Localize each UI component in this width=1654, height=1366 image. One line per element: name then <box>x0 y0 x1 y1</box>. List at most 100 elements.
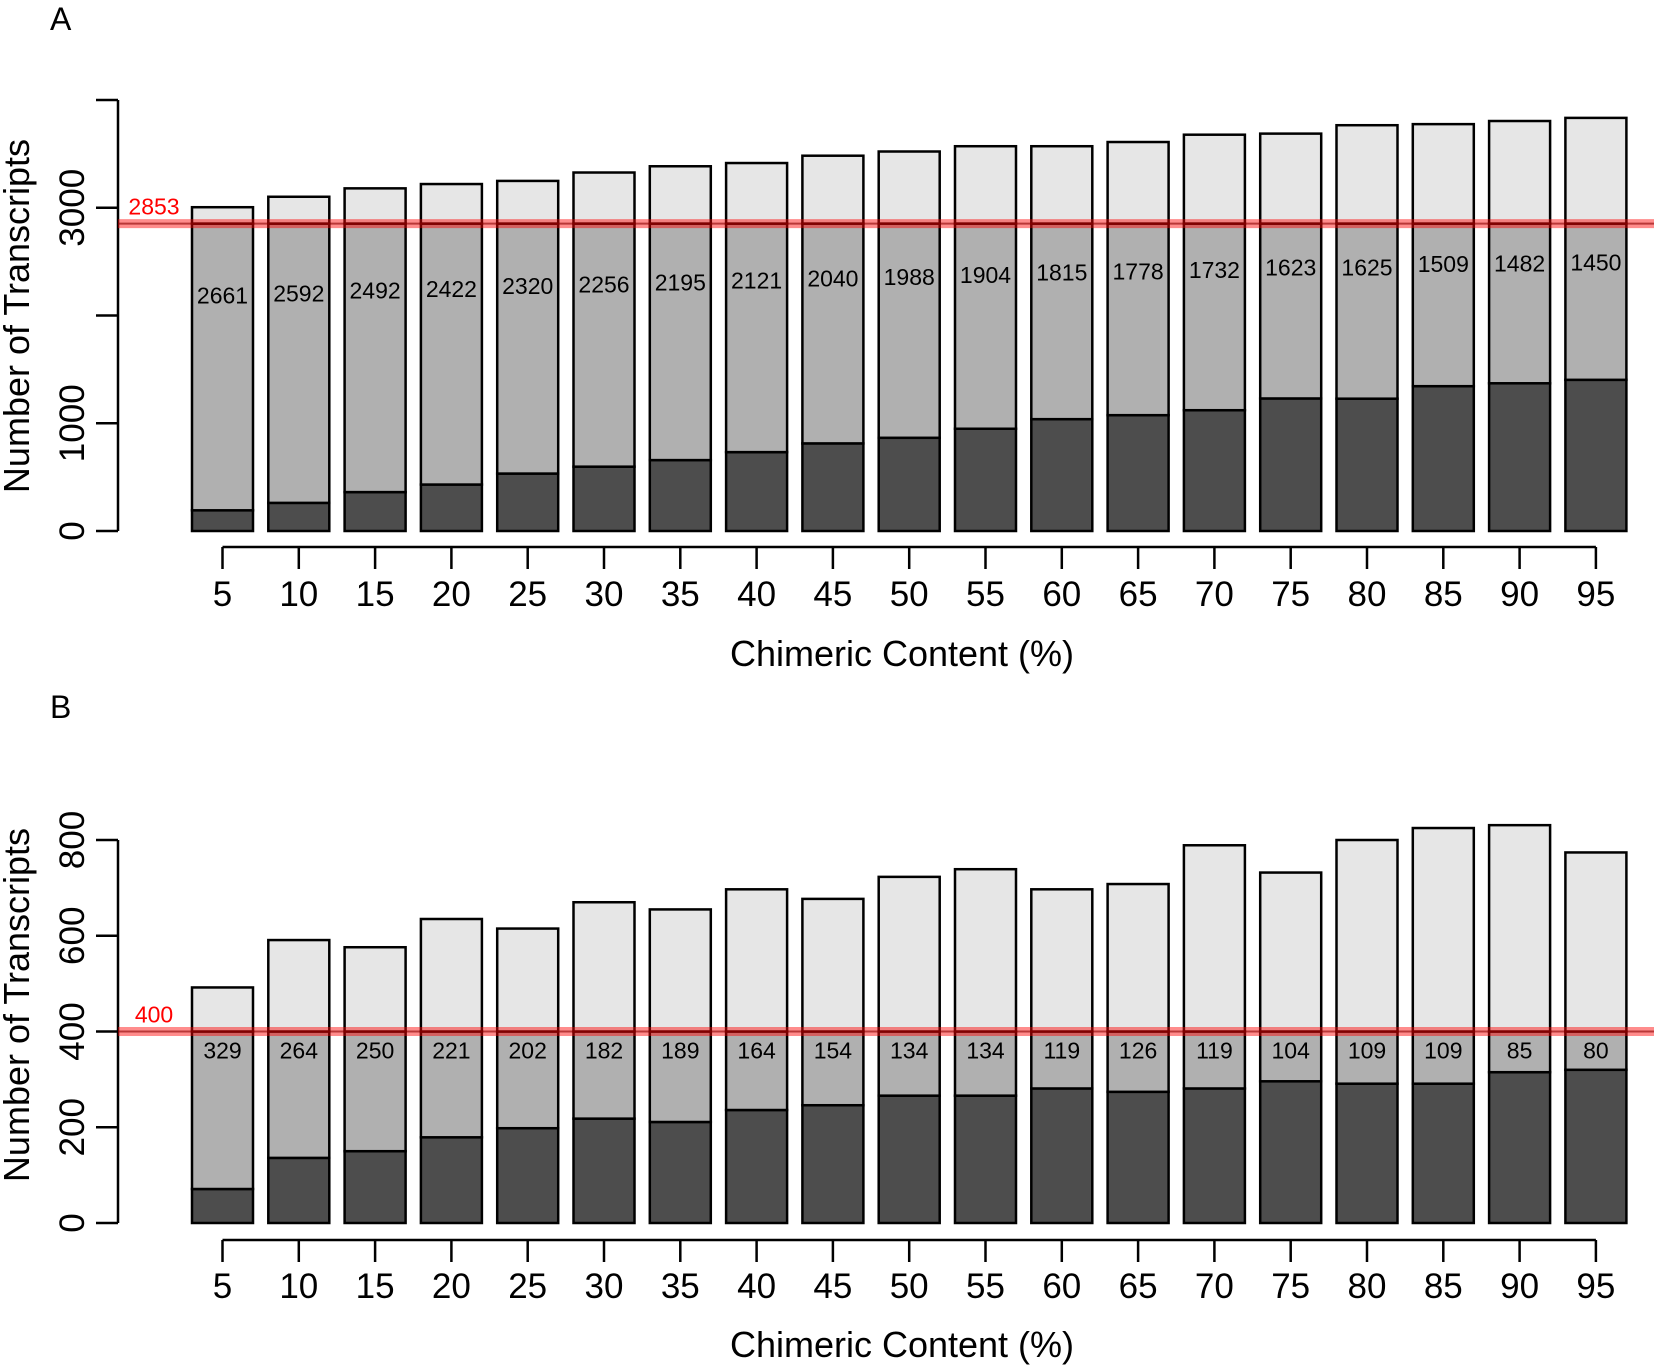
bar-label: 85 <box>1507 1038 1533 1064</box>
x-axis-title-a: Chimeric Content (%) <box>730 633 1074 674</box>
bar-label: 2492 <box>350 278 401 304</box>
bar-segment <box>343 222 407 494</box>
bar-segment <box>801 442 865 533</box>
bar-segment <box>1182 408 1247 533</box>
panel-a: A Number of Transcripts Chimeric Content… <box>0 1 1654 674</box>
bar-segment <box>343 1030 407 1153</box>
x-tick-label: 60 <box>1042 1267 1081 1306</box>
bar-segment <box>572 222 636 468</box>
y-axis-title-b: Number of Transcripts <box>0 828 37 1182</box>
bar-segment <box>1258 397 1323 533</box>
bar-segment <box>1258 1030 1323 1083</box>
x-tick-label: 5 <box>213 575 232 614</box>
bar-label: 250 <box>356 1038 394 1064</box>
bar-segment <box>648 908 713 1033</box>
x-tick-label: 70 <box>1195 1267 1234 1306</box>
bar-segment <box>1182 222 1247 412</box>
bar-segment <box>953 144 1018 225</box>
y-tick-label: 600 <box>53 907 92 965</box>
bar-label: 1815 <box>1036 259 1087 285</box>
bar-segment <box>1564 1068 1628 1225</box>
x-tick-label: 65 <box>1119 1267 1158 1306</box>
bar-segment <box>419 1136 484 1225</box>
bar-segment <box>190 222 255 512</box>
bar-segment <box>1411 122 1476 225</box>
bar-label: 119 <box>1196 1038 1233 1064</box>
x-tick-label: 55 <box>966 1267 1005 1306</box>
bar-label: 1623 <box>1265 254 1316 280</box>
x-axis-title-b: Chimeric Content (%) <box>730 1324 1074 1365</box>
x-tick-label: 55 <box>966 575 1005 614</box>
x-tick-label: 50 <box>890 575 929 614</box>
x-tick-label: 85 <box>1424 575 1463 614</box>
bar-label: 164 <box>737 1038 776 1064</box>
x-tick-label: 70 <box>1195 575 1234 614</box>
x-tick-label: 40 <box>737 1267 776 1306</box>
bar-segment <box>343 490 407 533</box>
bar-label: 134 <box>890 1038 929 1064</box>
x-tick-label: 30 <box>585 1267 624 1306</box>
y-tick-label: 400 <box>53 1002 92 1060</box>
bar-segment <box>1106 140 1170 225</box>
bar-segment <box>1258 1080 1323 1225</box>
x-tick-label: 5 <box>213 1267 232 1306</box>
bar-segment <box>267 1156 331 1225</box>
bar-segment <box>495 222 560 475</box>
bar-segment <box>953 222 1018 430</box>
bar-segment <box>1335 397 1399 533</box>
bar-segment <box>1258 871 1323 1033</box>
x-tick-label: 45 <box>813 1267 852 1306</box>
x-tick-label: 60 <box>1042 575 1081 614</box>
bar-label: 221 <box>432 1038 470 1064</box>
bar-segment <box>1106 1090 1170 1225</box>
x-tick-label: 45 <box>813 575 852 614</box>
bar-segment <box>801 1030 865 1107</box>
bar-segment <box>1258 132 1323 225</box>
bar-segment <box>1411 384 1476 533</box>
bar-segment <box>572 465 636 533</box>
bar-label: 2195 <box>655 270 706 296</box>
bar-segment <box>1030 144 1094 225</box>
bar-label: 2592 <box>273 280 324 306</box>
bar-segment <box>648 458 713 533</box>
x-tick-label: 20 <box>432 575 471 614</box>
x-tick-label: 25 <box>508 1267 547 1306</box>
bar-segment <box>877 1094 941 1225</box>
panel-label-a: A <box>50 1 72 37</box>
bar-label: 154 <box>814 1038 853 1064</box>
bar-segment <box>801 154 865 225</box>
bar-segment <box>1030 222 1094 421</box>
bar-segment <box>1487 823 1552 1033</box>
bar-segment <box>419 917 484 1033</box>
bar-segment <box>419 222 484 486</box>
bar-segment <box>1411 826 1476 1033</box>
bar-segment <box>1487 119 1552 225</box>
y-axis-title-a: Number of Transcripts <box>0 139 37 493</box>
bar-segment <box>953 427 1018 533</box>
bar-segment <box>1411 1082 1476 1225</box>
bar-segment <box>1182 1087 1247 1225</box>
bar-segment <box>877 436 941 533</box>
bar-segment <box>495 472 560 533</box>
x-tick-label: 65 <box>1119 575 1158 614</box>
bar-segment <box>1487 1070 1552 1225</box>
bar-segment <box>1182 844 1247 1033</box>
bar-label: 80 <box>1583 1038 1609 1064</box>
x-tick-label: 95 <box>1576 1267 1615 1306</box>
bar-segment <box>1335 1030 1399 1085</box>
bar-segment <box>419 182 484 225</box>
bar-label: 2121 <box>731 268 782 294</box>
bar-segment <box>495 927 560 1033</box>
bar-segment <box>1564 378 1628 533</box>
bar-label: 2661 <box>197 282 248 308</box>
bar-segment <box>343 187 407 225</box>
bar-label: 189 <box>661 1038 699 1064</box>
bar-label: 109 <box>1424 1038 1462 1064</box>
bar-segment <box>648 222 713 462</box>
x-tick-label: 50 <box>890 1267 929 1306</box>
bar-segment <box>1106 882 1170 1033</box>
bar-segment <box>495 1030 560 1130</box>
bar-segment <box>190 509 255 533</box>
bar-label: 329 <box>203 1038 241 1064</box>
bar-segment <box>1335 838 1399 1033</box>
